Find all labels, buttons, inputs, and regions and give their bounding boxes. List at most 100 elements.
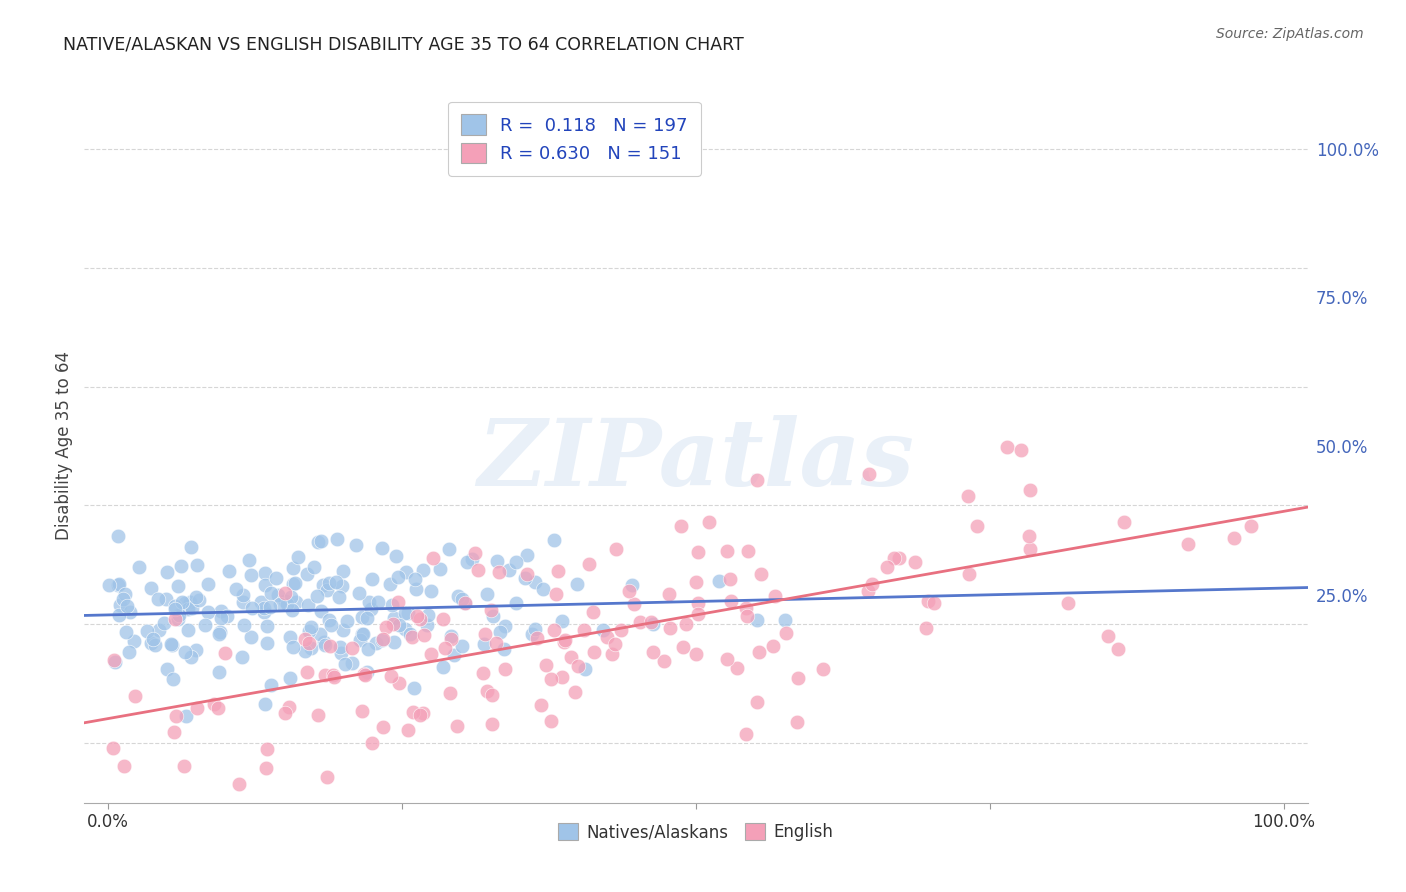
Point: [494, 619, 516, 633]
Point: [322, 668, 344, 682]
Point: [605, 542, 627, 557]
Point: [396, 606, 419, 620]
Point: [429, 562, 451, 576]
Point: [409, 707, 432, 722]
Point: [720, 594, 742, 608]
Point: [165, 612, 187, 626]
Point: [523, 622, 546, 636]
Point: [281, 640, 304, 655]
Point: [259, 678, 281, 692]
Point: [422, 551, 444, 566]
Point: [294, 644, 316, 658]
Point: [274, 594, 297, 608]
Point: [259, 599, 281, 614]
Point: [267, 588, 290, 602]
Point: [107, 577, 129, 591]
Point: [214, 646, 236, 660]
Point: [472, 665, 495, 680]
Point: [179, 597, 201, 611]
Point: [489, 625, 512, 640]
Point: [208, 627, 231, 641]
Point: [188, 592, 211, 607]
Point: [371, 541, 394, 555]
Point: [311, 533, 333, 548]
Point: [349, 632, 371, 647]
Point: [716, 651, 738, 665]
Point: [314, 668, 336, 682]
Point: [640, 615, 662, 629]
Point: [197, 605, 219, 619]
Point: [688, 596, 710, 610]
Point: [163, 601, 186, 615]
Point: [534, 658, 557, 673]
Point: [876, 560, 898, 574]
Point: [551, 614, 574, 628]
Point: [330, 579, 353, 593]
Point: [530, 698, 553, 712]
Point: [294, 632, 316, 646]
Point: [218, 564, 240, 578]
Point: [254, 578, 277, 592]
Point: [285, 595, 308, 609]
Point: [654, 655, 676, 669]
Point: [332, 564, 354, 578]
Point: [180, 600, 202, 615]
Point: [446, 719, 468, 733]
Point: [439, 686, 461, 700]
Point: [240, 630, 263, 644]
Point: [274, 706, 297, 720]
Point: [735, 726, 758, 740]
Point: [716, 543, 738, 558]
Point: [485, 554, 508, 568]
Point: [325, 574, 347, 589]
Point: [381, 617, 404, 632]
Point: [298, 624, 321, 638]
Point: [596, 630, 619, 644]
Point: [103, 653, 125, 667]
Point: [922, 596, 945, 610]
Point: [371, 632, 394, 646]
Point: [173, 758, 195, 772]
Point: [567, 658, 589, 673]
Point: [883, 550, 905, 565]
Point: [215, 609, 238, 624]
Point: [228, 777, 250, 791]
Point: [513, 571, 536, 585]
Point: [280, 590, 302, 604]
Point: [582, 645, 605, 659]
Point: [142, 632, 165, 647]
Point: [603, 637, 626, 651]
Point: [336, 615, 359, 629]
Point: [434, 640, 457, 655]
Point: [669, 519, 692, 533]
Point: [361, 735, 384, 749]
Point: [745, 473, 768, 487]
Point: [775, 626, 797, 640]
Point: [166, 612, 188, 626]
Point: [522, 626, 544, 640]
Point: [747, 695, 769, 709]
Point: [540, 673, 562, 687]
Point: [464, 546, 486, 560]
Point: [357, 595, 380, 609]
Point: [186, 558, 208, 573]
Point: [374, 620, 396, 634]
Point: [297, 599, 319, 613]
Point: [356, 665, 378, 679]
Point: [737, 544, 759, 558]
Legend: Natives/Alaskans, English: Natives/Alaskans, English: [551, 816, 841, 848]
Point: [531, 582, 554, 597]
Point: [115, 624, 138, 639]
Point: [108, 577, 131, 591]
Point: [225, 582, 247, 596]
Point: [385, 549, 408, 564]
Point: [479, 603, 502, 617]
Point: [353, 666, 375, 681]
Point: [394, 606, 416, 620]
Point: [301, 620, 323, 634]
Point: [381, 598, 404, 612]
Point: [675, 617, 697, 632]
Point: [546, 587, 568, 601]
Point: [295, 567, 318, 582]
Point: [416, 617, 439, 632]
